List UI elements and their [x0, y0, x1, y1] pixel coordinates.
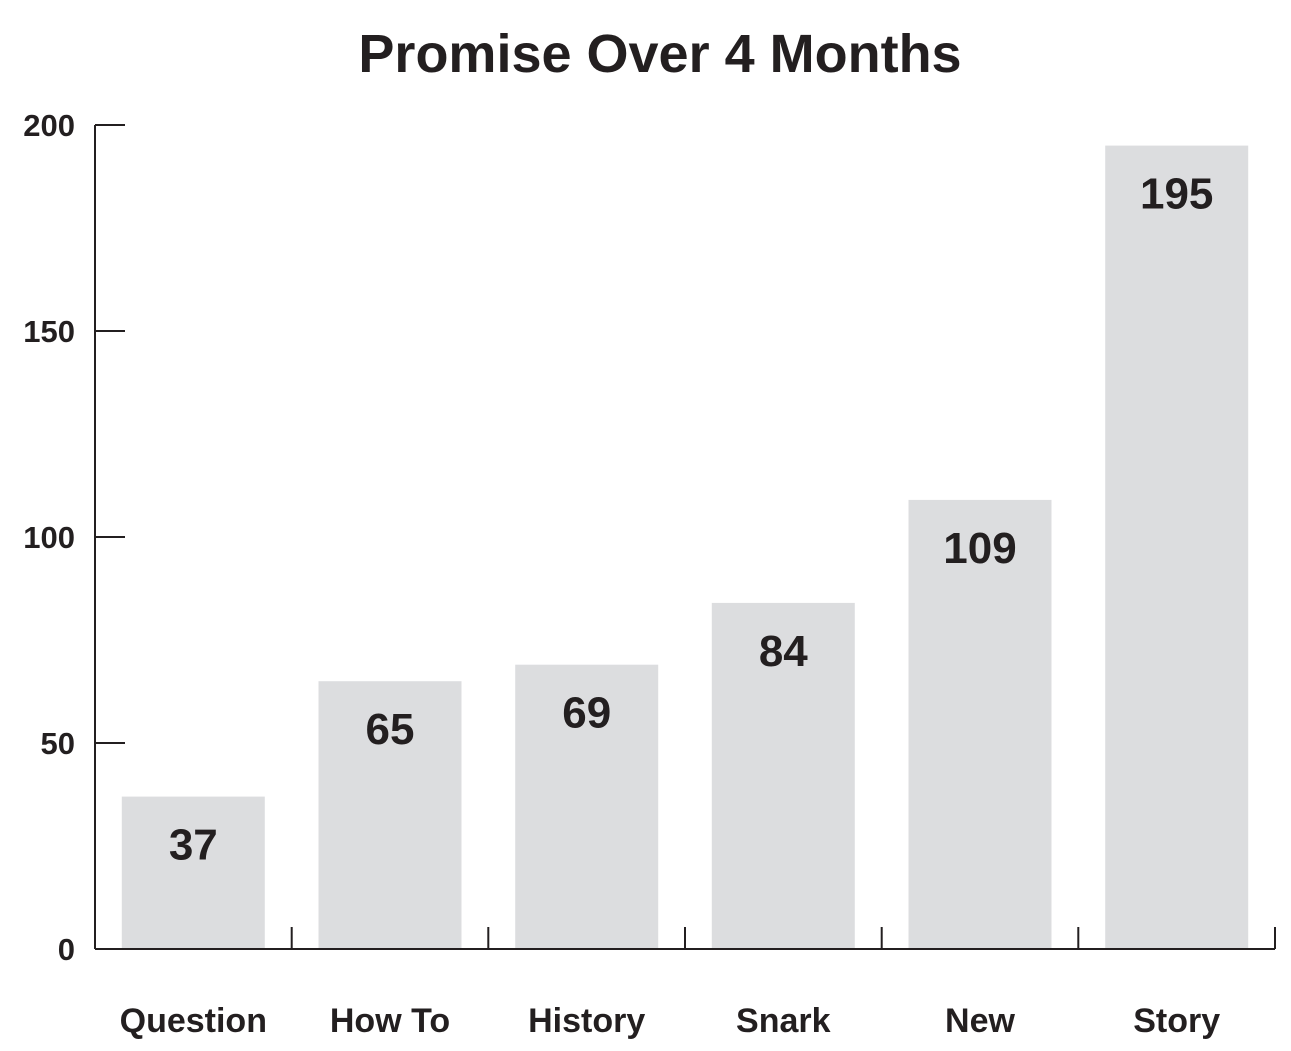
data-label: 195	[1140, 170, 1213, 219]
x-tick-label: Story	[1133, 1002, 1220, 1040]
x-tick-label: New	[945, 1002, 1015, 1040]
x-axis: Question How To History Snark New Story	[95, 927, 1276, 1040]
data-label: 37	[169, 821, 218, 870]
bar-new	[908, 499, 1052, 949]
bar-story	[1105, 145, 1249, 950]
chart-title: Promise Over 4 Months	[358, 24, 961, 84]
bar-snark	[711, 602, 855, 949]
y-tick-label: 200	[23, 108, 75, 143]
data-label: 69	[562, 689, 611, 738]
x-tick-label: Question	[120, 1002, 267, 1040]
y-tick-label: 50	[41, 726, 75, 761]
y-tick-label: 100	[23, 520, 75, 555]
x-tick-label: Snark	[736, 1002, 831, 1040]
y-tick-label: 0	[58, 932, 75, 967]
bar-how-to	[318, 681, 462, 949]
data-labels-layer: 37 65 69 84 109 195	[169, 170, 1214, 870]
y-axis: 0 50 100 150 200	[23, 108, 125, 967]
data-label: 84	[759, 627, 808, 676]
y-tick-label: 150	[23, 314, 75, 349]
data-label: 65	[366, 705, 415, 754]
x-tick-label: How To	[330, 1002, 450, 1040]
data-label: 109	[943, 524, 1016, 573]
bars-layer	[121, 145, 1249, 950]
bar-history	[515, 664, 659, 949]
bar-question	[121, 796, 265, 949]
x-tick-label: History	[528, 1002, 645, 1040]
